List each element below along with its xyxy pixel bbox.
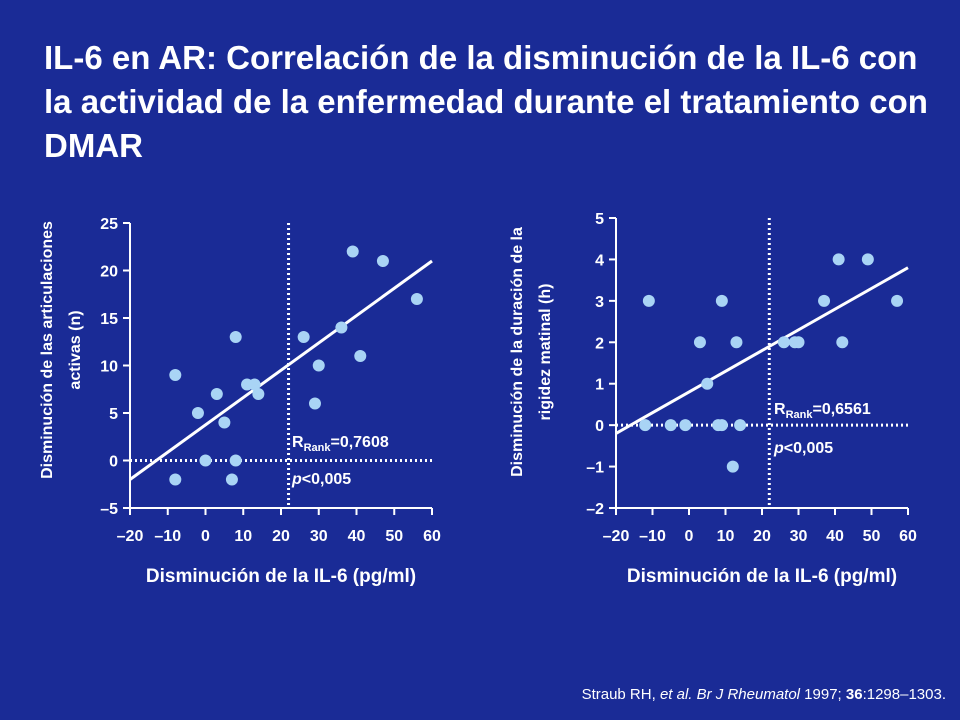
chart-2-x-tick-label: 10: [717, 528, 735, 545]
chart-1-r-rank-stat: RRank=0,7608: [292, 434, 389, 454]
chart-2-y-axis-title: Disminución de la duración de la: [509, 227, 526, 477]
citation-authors: Straub RH,: [581, 686, 660, 703]
chart-2-data-point: [726, 460, 739, 473]
chart-1-data-point: [252, 388, 265, 400]
chart-2-y-tick-label: 1: [595, 377, 604, 394]
chart-1-data-point: [225, 473, 238, 486]
chart-1-y-axis-title: activas (n): [67, 310, 84, 389]
chart-2-data-point: [836, 336, 849, 349]
chart-2-data-point: [832, 253, 845, 266]
chart-1-x-tick-label: 60: [423, 528, 441, 545]
chart-1-y-tick-label: 15: [100, 311, 118, 328]
chart-2-data-point: [693, 336, 706, 349]
chart-2-regression-line: [615, 266, 909, 435]
chart-2-data-point: [639, 419, 652, 432]
chart-2-data-point: [701, 377, 714, 390]
chart-1-data-point: [229, 331, 242, 343]
chart-2-data-point: [679, 419, 692, 432]
chart-2-data-point: [734, 419, 747, 432]
chart-2-data-point: [730, 336, 743, 349]
chart-1-x-axis-title: Disminución de la IL-6 (pg/ml): [146, 566, 416, 587]
chart-1-data-point: [169, 473, 182, 486]
chart-2-y-axis-title: rigidez matinal (h): [537, 284, 554, 421]
chart-1-p-value-stat: p<0,005: [291, 471, 351, 488]
chart-1-data-point: [346, 245, 359, 258]
chart-1-x-tick-label: 0: [201, 528, 210, 545]
citation-year: 1997;: [800, 686, 846, 703]
chart-2-x-tick-label: 20: [753, 528, 771, 545]
chart-1-x-tick-label: 40: [348, 528, 366, 545]
chart-2-data-point: [777, 336, 790, 349]
chart-2-x-tick-label: –10: [639, 528, 666, 545]
citation-volume: 36: [845, 686, 863, 703]
chart-1-data-point: [308, 397, 321, 410]
chart-2-y-tick-label: 0: [595, 418, 604, 435]
chart-1-y-tick-label: 10: [100, 359, 118, 376]
chart-1-x-tick-label: 30: [310, 528, 328, 545]
citation-etal: et al.: [659, 686, 693, 703]
chart-2-x-tick-label: 30: [790, 528, 808, 545]
chart-2-x-axis-title: Disminución de la IL-6 (pg/ml): [627, 566, 897, 587]
chart-1-y-tick-label: 5: [109, 406, 118, 423]
chart-2-y-tick-label: –2: [586, 501, 604, 518]
chart-1-x-tick-label: 20: [272, 528, 290, 545]
chart-2-y-tick-label: 3: [595, 294, 604, 311]
chart-1-data-point: [335, 321, 348, 334]
chart-1-data-point: [376, 255, 389, 267]
chart-2-data-point: [861, 253, 874, 266]
chart-1-data-point: [199, 454, 212, 467]
chart-1-data-point: [210, 388, 223, 400]
chart-2-p-value-stat: p<0,005: [773, 440, 833, 457]
chart-2-data-point: [818, 294, 831, 307]
slide-title: IL-6 en AR: Correlación de la disminució…: [44, 39, 928, 164]
chart-2-r-rank-stat: RRank=0,6561: [774, 401, 871, 421]
chart-1-data-point: [354, 350, 367, 362]
chart-2-x-tick-label: 40: [826, 528, 844, 545]
chart-1-data-point: [191, 407, 204, 419]
chart-1-y-axis-title: Disminución de las articulaciones: [39, 221, 56, 479]
chart-2-data-point: [715, 294, 728, 307]
chart-2-x-tick-label: 50: [863, 528, 881, 545]
chart-2-y-tick-label: 5: [595, 211, 604, 228]
chart-2-y-tick-label: –1: [586, 460, 604, 477]
chart-2-x-tick-label: –20: [603, 528, 630, 545]
chart-1-data-point: [410, 293, 423, 305]
chart-1-data-point: [218, 416, 231, 429]
chart-1-y-tick-label: 0: [109, 454, 118, 471]
chart-1-x-tick-label: 10: [234, 528, 252, 545]
chart-1-y-tick-label: 25: [100, 216, 118, 233]
chart-2-data-point: [715, 419, 728, 432]
citation-pages: :1298–1303.: [862, 686, 946, 703]
chart-2-data-point: [642, 294, 655, 307]
chart-1-x-tick-label: –20: [117, 528, 144, 545]
chart-1-x-tick-label: –10: [154, 528, 181, 545]
chart-1-data-point: [169, 369, 182, 381]
chart-1-regression-line: [129, 259, 433, 481]
chart-1-y-tick-label: –5: [100, 501, 118, 518]
chart-1-y-tick-label: 20: [100, 264, 118, 281]
chart-1-data-point: [248, 378, 261, 391]
citation-journal: Br J Rheumatol: [692, 686, 801, 703]
chart-1-data-point: [312, 359, 325, 372]
chart-2-x-tick-label: 60: [899, 528, 917, 545]
chart-1-data-point: [229, 454, 242, 467]
chart-2-data-point: [792, 336, 805, 349]
chart-2-data-point: [664, 419, 677, 432]
chart-2-data-point: [891, 294, 904, 307]
chart-2-y-tick-label: 2: [595, 335, 604, 352]
chart-2-x-tick-label: 0: [685, 528, 694, 545]
citation: Straub RH, et al. Br J Rheumatol 1997; 3…: [582, 686, 946, 703]
chart-1-x-tick-label: 50: [385, 528, 403, 545]
chart-1-data-point: [297, 331, 310, 343]
chart-2-y-tick-label: 4: [595, 252, 604, 269]
